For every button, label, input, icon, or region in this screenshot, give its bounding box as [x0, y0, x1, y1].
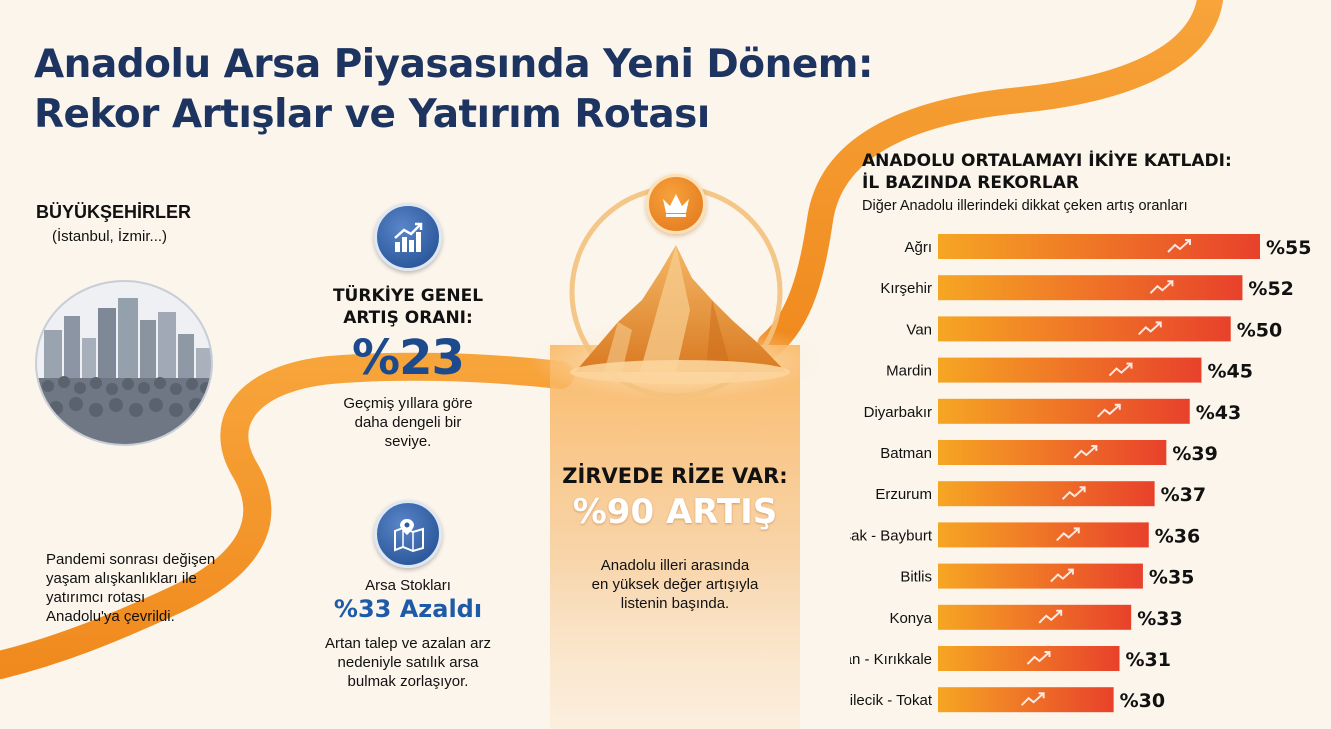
- arsa-stoklari-desc-line2: nedeniyle satılık arsa: [337, 654, 479, 671]
- bar-label-10: Erzincan - Kırıkkale: [850, 651, 932, 668]
- bar-label-4: Diyarbakır: [864, 404, 932, 421]
- pandemi-line1: Pandemi sonrası değişen: [46, 551, 216, 568]
- zirve-title: ZİRVEDE RİZE VAR:: [562, 464, 788, 488]
- bar-label-5: Batman: [880, 445, 932, 462]
- rekorlar-title: ANADOLU ORTALAMAYI İKİYE KATLADI: İL BAZ…: [862, 150, 1232, 194]
- arsa-stoklari-desc-line3: bulmak zorlaşıyor.: [347, 673, 469, 690]
- bar-label-11: Bilecik - Tokat: [850, 692, 933, 709]
- turkiye-genel-desc-line2: daha dengeli bir: [354, 414, 462, 431]
- bar-2: [938, 316, 1231, 342]
- turkiye-genel-desc-line1: Geçmiş yıllara göre: [343, 395, 473, 412]
- road-right: [757, 0, 1223, 358]
- rekorlar-subtitle: Diğer Anadolu illerindeki dikkat çeken a…: [862, 198, 1188, 214]
- trend-arrow-icon: [1038, 609, 1063, 624]
- turkiye-genel-title: TÜRKİYE GENEL ARTIŞ ORANI:: [318, 285, 498, 329]
- bar-10: [938, 646, 1120, 671]
- trend-arrow-icon: [1097, 403, 1121, 418]
- bar-label-0: Ağrı: [904, 239, 932, 256]
- bar-value-6: %37: [1161, 484, 1206, 506]
- bar-4: [938, 398, 1190, 424]
- arsa-stoklari-desc: Artan talep ve azalan arz nedeniyle satı…: [300, 634, 516, 691]
- trend-arrow-icon: [1020, 692, 1045, 706]
- bar-0: [938, 234, 1260, 259]
- trend-arrow-icon: [1138, 321, 1162, 336]
- bar-label-7: Manisa - Uşak - Bayburt: [850, 527, 933, 544]
- pandemi-line4: Anadolu'ya çevrildi.: [46, 608, 175, 625]
- arsa-stoklari-title: Arsa Stokları: [365, 577, 451, 594]
- pandemi-text: Pandemi sonrası değişen yaşam alışkanlık…: [46, 550, 266, 626]
- turkiye-genel-desc-line3: seviye.: [384, 433, 432, 450]
- bar-value-5: %39: [1172, 443, 1217, 465]
- turkiye-genel-title-line2: ARTIŞ ORANI:: [343, 308, 473, 328]
- road-left: [0, 352, 574, 679]
- bar-7: [938, 522, 1149, 548]
- bar-value-1: %52: [1248, 278, 1293, 300]
- trend-arrow-icon: [1056, 527, 1080, 542]
- bar-label-3: Mardin: [886, 363, 932, 380]
- turkiye-genel-title-line1: TÜRKİYE GENEL: [332, 286, 484, 306]
- zirve-desc-line3: listenin başında.: [620, 595, 730, 612]
- title-line1: Anadolu Arsa Piyasasında Yeni Dönem:: [34, 42, 874, 87]
- turkiye-genel-value: %23: [352, 330, 465, 386]
- bar-value-2: %50: [1237, 319, 1282, 341]
- arsa-stoklari-value: %33 Azaldı: [333, 595, 483, 623]
- rekorlar-title-line2: İL BAZINDA REKORLAR: [862, 173, 1079, 193]
- center-pillar: [550, 345, 800, 729]
- bar-6: [938, 481, 1155, 507]
- turkiye-genel-desc: Geçmiş yıllara göre daha dengeli bir sev…: [318, 394, 498, 451]
- bar-9: [938, 604, 1132, 630]
- trend-arrow-icon: [1061, 486, 1086, 500]
- bar-value-4: %43: [1196, 402, 1241, 424]
- trend-arrow-icon: [1108, 362, 1133, 377]
- page-title: Anadolu Arsa Piyasasında Yeni Dönem: Rek…: [34, 40, 874, 140]
- trend-arrow-icon: [1050, 568, 1074, 583]
- bar-value-3: %45: [1207, 361, 1252, 383]
- pandemi-line3: yatırımcı rotası: [46, 589, 146, 606]
- map-pin-icon: [374, 500, 442, 568]
- crown-icon: [646, 174, 706, 234]
- bar-label-2: Van: [906, 321, 932, 338]
- bar-value-11: %30: [1120, 690, 1165, 712]
- bar-value-0: %55: [1266, 237, 1311, 259]
- trend-up-icon: [374, 203, 442, 271]
- bar-label-9: Konya: [889, 610, 932, 627]
- buyuksehirler-title: BÜYÜKŞEHİRLER: [36, 202, 192, 222]
- trend-arrow-icon: [1149, 280, 1174, 294]
- bar-label-6: Erzurum: [875, 486, 932, 503]
- arsa-stoklari-desc-line1: Artan talep ve azalan arz: [325, 635, 491, 652]
- bar-3: [938, 357, 1202, 383]
- bar-label-1: Kırşehir: [880, 280, 932, 297]
- trend-arrow-icon: [1167, 239, 1191, 253]
- buyuksehirler-subtitle: (İstanbul, İzmir...): [52, 228, 168, 245]
- bar-value-9: %33: [1137, 608, 1182, 630]
- city-crowd-icon: [35, 280, 213, 446]
- bar-value-7: %36: [1155, 525, 1200, 547]
- zirve-desc-line2: en yüksek değer artışıyla: [591, 576, 759, 593]
- bar-5: [938, 440, 1167, 465]
- zirve-desc: Anadolu illeri arasında en yüksek değer …: [560, 556, 790, 613]
- pandemi-line2: yaşam alışkanlıkları ile: [46, 570, 197, 587]
- bar-1: [938, 275, 1243, 301]
- bar-value-10: %31: [1125, 649, 1170, 671]
- mountain-icon: [570, 245, 790, 384]
- bar-8: [938, 563, 1143, 589]
- province-bar-chart: Ağrı %55 Kırşehir %52 Van %50 Mardin %45 Diyarba…: [850, 234, 1311, 713]
- trend-arrow-icon: [1026, 651, 1051, 665]
- zirve-desc-line1: Anadolu illeri arasında: [600, 557, 750, 574]
- bar-label-8: Bitlis: [900, 569, 932, 586]
- bar-value-8: %35: [1149, 567, 1194, 589]
- rekorlar-title-line1: ANADOLU ORTALAMAYI İKİYE KATLADI:: [862, 151, 1232, 171]
- zirve-value: %90 ARTIŞ: [572, 492, 778, 532]
- trend-arrow-icon: [1073, 445, 1098, 459]
- title-line2: Rekor Artışlar ve Yatırım Rotası: [34, 92, 710, 137]
